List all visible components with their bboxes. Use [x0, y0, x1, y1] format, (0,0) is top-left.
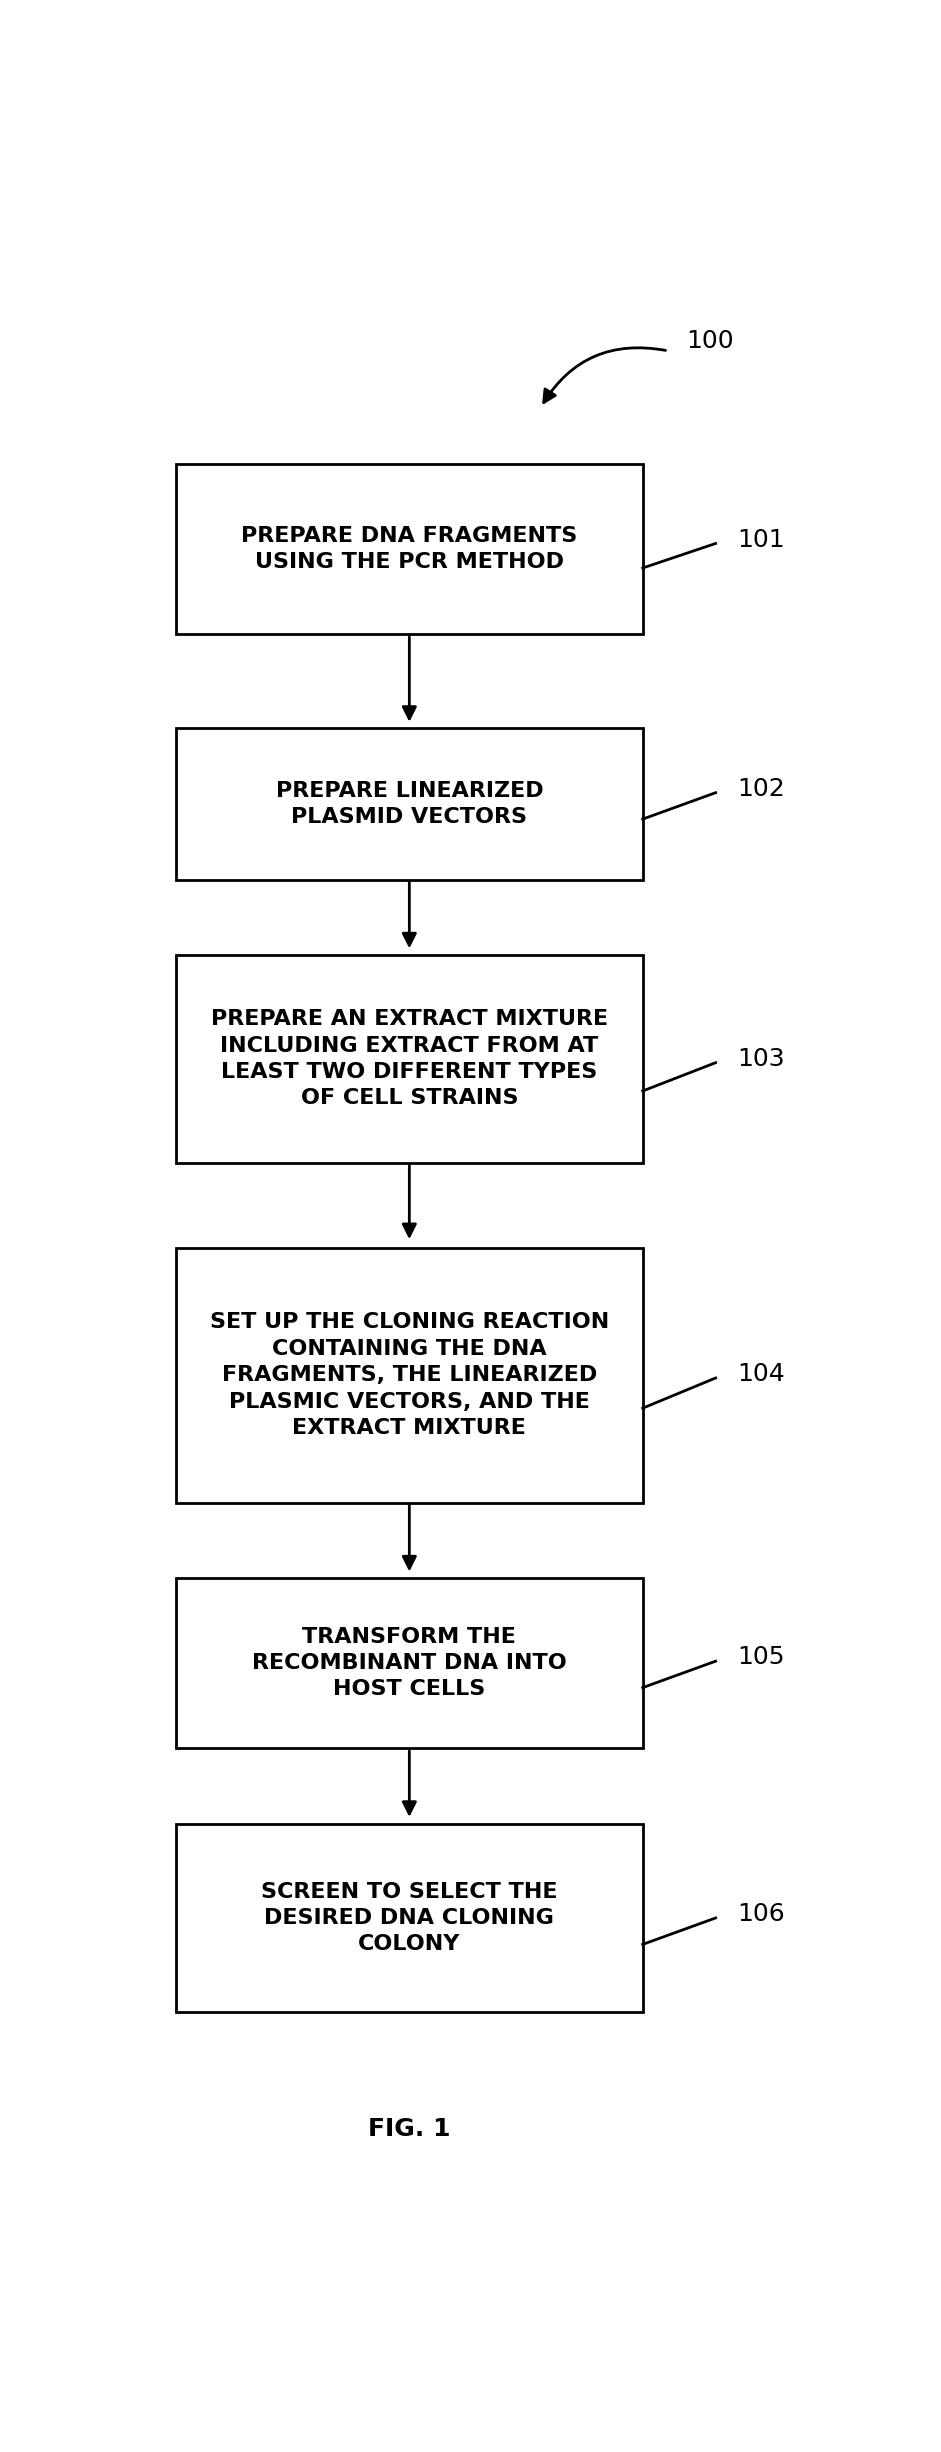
- Text: PREPARE AN EXTRACT MIXTURE
INCLUDING EXTRACT FROM AT
LEAST TWO DIFFERENT TYPES
O: PREPARE AN EXTRACT MIXTURE INCLUDING EXT…: [211, 1010, 608, 1108]
- Bar: [176, 1579, 643, 1748]
- Text: PREPARE DNA FRAGMENTS
USING THE PCR METHOD: PREPARE DNA FRAGMENTS USING THE PCR METH…: [241, 525, 578, 571]
- Text: PREPARE LINEARIZED
PLASMID VECTORS: PREPARE LINEARIZED PLASMID VECTORS: [276, 780, 543, 826]
- Text: TRANSFORM THE
RECOMBINANT DNA INTO
HOST CELLS: TRANSFORM THE RECOMBINANT DNA INTO HOST …: [252, 1626, 566, 1699]
- Bar: [176, 1824, 643, 2013]
- Text: 103: 103: [738, 1047, 785, 1072]
- Text: 104: 104: [738, 1363, 785, 1385]
- Text: 106: 106: [738, 1903, 785, 1927]
- Text: FIG. 1: FIG. 1: [368, 2119, 451, 2141]
- Bar: [176, 728, 643, 880]
- Bar: [176, 954, 643, 1162]
- Text: 105: 105: [738, 1645, 785, 1670]
- Text: SET UP THE CLONING REACTION
CONTAINING THE DNA
FRAGMENTS, THE LINEARIZED
PLASMIC: SET UP THE CLONING REACTION CONTAINING T…: [210, 1312, 609, 1437]
- Text: 101: 101: [738, 527, 785, 552]
- Text: 102: 102: [738, 777, 785, 802]
- Text: SCREEN TO SELECT THE
DESIRED DNA CLONING
COLONY: SCREEN TO SELECT THE DESIRED DNA CLONING…: [261, 1881, 558, 1954]
- Text: 100: 100: [687, 329, 734, 353]
- Bar: [176, 463, 643, 635]
- Bar: [176, 1248, 643, 1503]
